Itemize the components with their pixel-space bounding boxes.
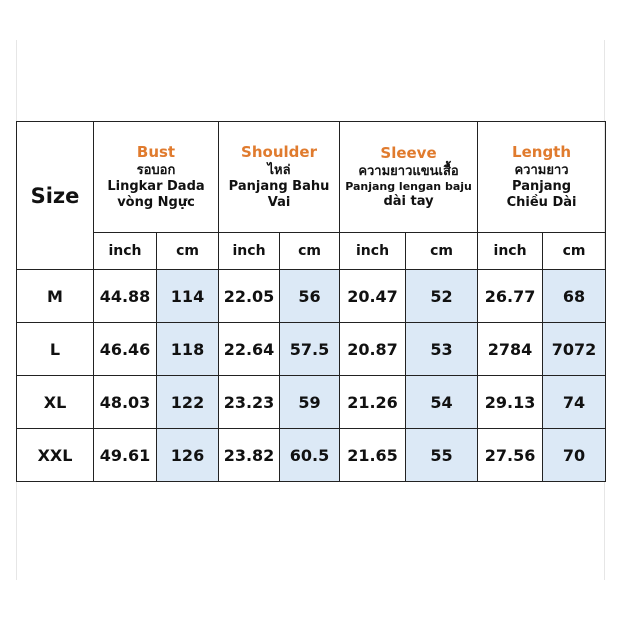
- size-cell: XL: [16, 375, 94, 429]
- shoulder-inch-cell: 22.64: [218, 322, 281, 376]
- sleeve-cm-cell: 53: [405, 322, 479, 376]
- length-vietnamese: Chiều Dài: [506, 195, 577, 210]
- size-cell: L: [16, 322, 94, 376]
- length-inch-unit: inch: [477, 232, 544, 270]
- bust-cm-unit: cm: [155, 232, 220, 270]
- bust-header: Bust รอบอก Lingkar Dada vòng Ngực: [92, 121, 220, 233]
- sleeve-thai: ความยาวแขนเสื้อ: [358, 163, 459, 179]
- sleeve-title: Sleeve: [380, 144, 437, 162]
- length-inch-cell: 27.56: [477, 428, 544, 482]
- length-inch-cell: 26.77: [477, 269, 544, 323]
- sleeve-inch-cell: 20.47: [339, 269, 407, 323]
- bust-inch-cell: 44.88: [93, 269, 157, 323]
- bust-thai: รอบอก: [136, 162, 176, 178]
- shoulder-indonesian: Panjang Bahu: [228, 178, 330, 194]
- shoulder-cm-cell: 57.5: [279, 322, 341, 376]
- bust-title: Bust: [136, 142, 176, 161]
- shoulder-inch-unit: inch: [218, 232, 281, 270]
- shoulder-cm-cell: 59: [279, 375, 341, 429]
- header-row: Size Bust รอบอก Lingkar Dada vòng Ngực S…: [16, 121, 607, 270]
- length-header: Length ความยาว Panjang Chiều Dài: [477, 121, 607, 233]
- bust-cm-cell: 118: [155, 322, 220, 376]
- table-row: M 44.88 114 22.05 56 20.47 52 26.77 68: [16, 269, 607, 323]
- length-inch-cell: 29.13: [477, 375, 544, 429]
- size-cell: XXL: [16, 428, 94, 482]
- sleeve-cm-unit: cm: [405, 232, 479, 270]
- shoulder-vietnamese: Vai: [267, 195, 291, 210]
- bust-cm-cell: 114: [155, 269, 220, 323]
- shoulder-inch-cell: 23.82: [218, 428, 281, 482]
- length-cm-cell: 7072: [542, 322, 607, 376]
- sleeve-cm-cell: 54: [405, 375, 479, 429]
- sleeve-cm-cell: 55: [405, 428, 479, 482]
- bust-cm-cell: 122: [155, 375, 220, 429]
- shoulder-header: Shoulder ไหล่ Panjang Bahu Vai: [218, 121, 341, 233]
- sleeve-cm-cell: 52: [405, 269, 479, 323]
- shoulder-title: Shoulder: [241, 142, 317, 161]
- shoulder-inch-cell: 23.23: [218, 375, 281, 429]
- bust-inch-unit: inch: [93, 232, 157, 270]
- size-header: Size: [16, 121, 94, 270]
- bust-inch-cell: 48.03: [93, 375, 157, 429]
- sleeve-indonesian: Panjang lengan baju: [345, 180, 472, 193]
- shoulder-cm-cell: 60.5: [279, 428, 341, 482]
- sleeve-header: Sleeve ความยาวแขนเสื้อ Panjang lengan ba…: [339, 121, 479, 233]
- sleeve-inch-unit: inch: [339, 232, 407, 270]
- length-cm-cell: 70: [542, 428, 607, 482]
- size-chart-table: Size Bust รอบอก Lingkar Dada vòng Ngực S…: [16, 121, 607, 482]
- sleeve-inch-cell: 21.26: [339, 375, 407, 429]
- table-row: L 46.46 118 22.64 57.5 20.87 53 2784 707…: [16, 322, 607, 376]
- length-indonesian: Panjang: [512, 178, 572, 194]
- bust-indonesian: Lingkar Dada: [107, 178, 205, 194]
- bust-vietnamese: vòng Ngực: [117, 195, 195, 210]
- unit-row: inch cm inch cm inch cm inch cm: [17, 232, 607, 270]
- shoulder-cm-cell: 56: [279, 269, 341, 323]
- length-title: Length: [512, 142, 572, 161]
- bust-inch-cell: 46.46: [93, 322, 157, 376]
- bust-cm-cell: 126: [155, 428, 220, 482]
- sleeve-vietnamese: dài tay: [383, 193, 434, 209]
- sleeve-inch-cell: 20.87: [339, 322, 407, 376]
- sleeve-inch-cell: 21.65: [339, 428, 407, 482]
- shoulder-inch-cell: 22.05: [218, 269, 281, 323]
- table-row: XL 48.03 122 23.23 59 21.26 54 29.13 74: [16, 375, 607, 429]
- length-cm-cell: 68: [542, 269, 607, 323]
- size-cell: M: [16, 269, 94, 323]
- length-cm-cell: 74: [542, 375, 607, 429]
- shoulder-cm-unit: cm: [279, 232, 341, 270]
- length-inch-cell: 2784: [477, 322, 544, 376]
- length-thai: ความยาว: [514, 162, 569, 178]
- bust-inch-cell: 49.61: [93, 428, 157, 482]
- shoulder-thai: ไหล่: [267, 162, 291, 178]
- length-cm-unit: cm: [542, 232, 607, 270]
- table-row: XXL 49.61 126 23.82 60.5 21.65 55 27.56 …: [16, 428, 607, 482]
